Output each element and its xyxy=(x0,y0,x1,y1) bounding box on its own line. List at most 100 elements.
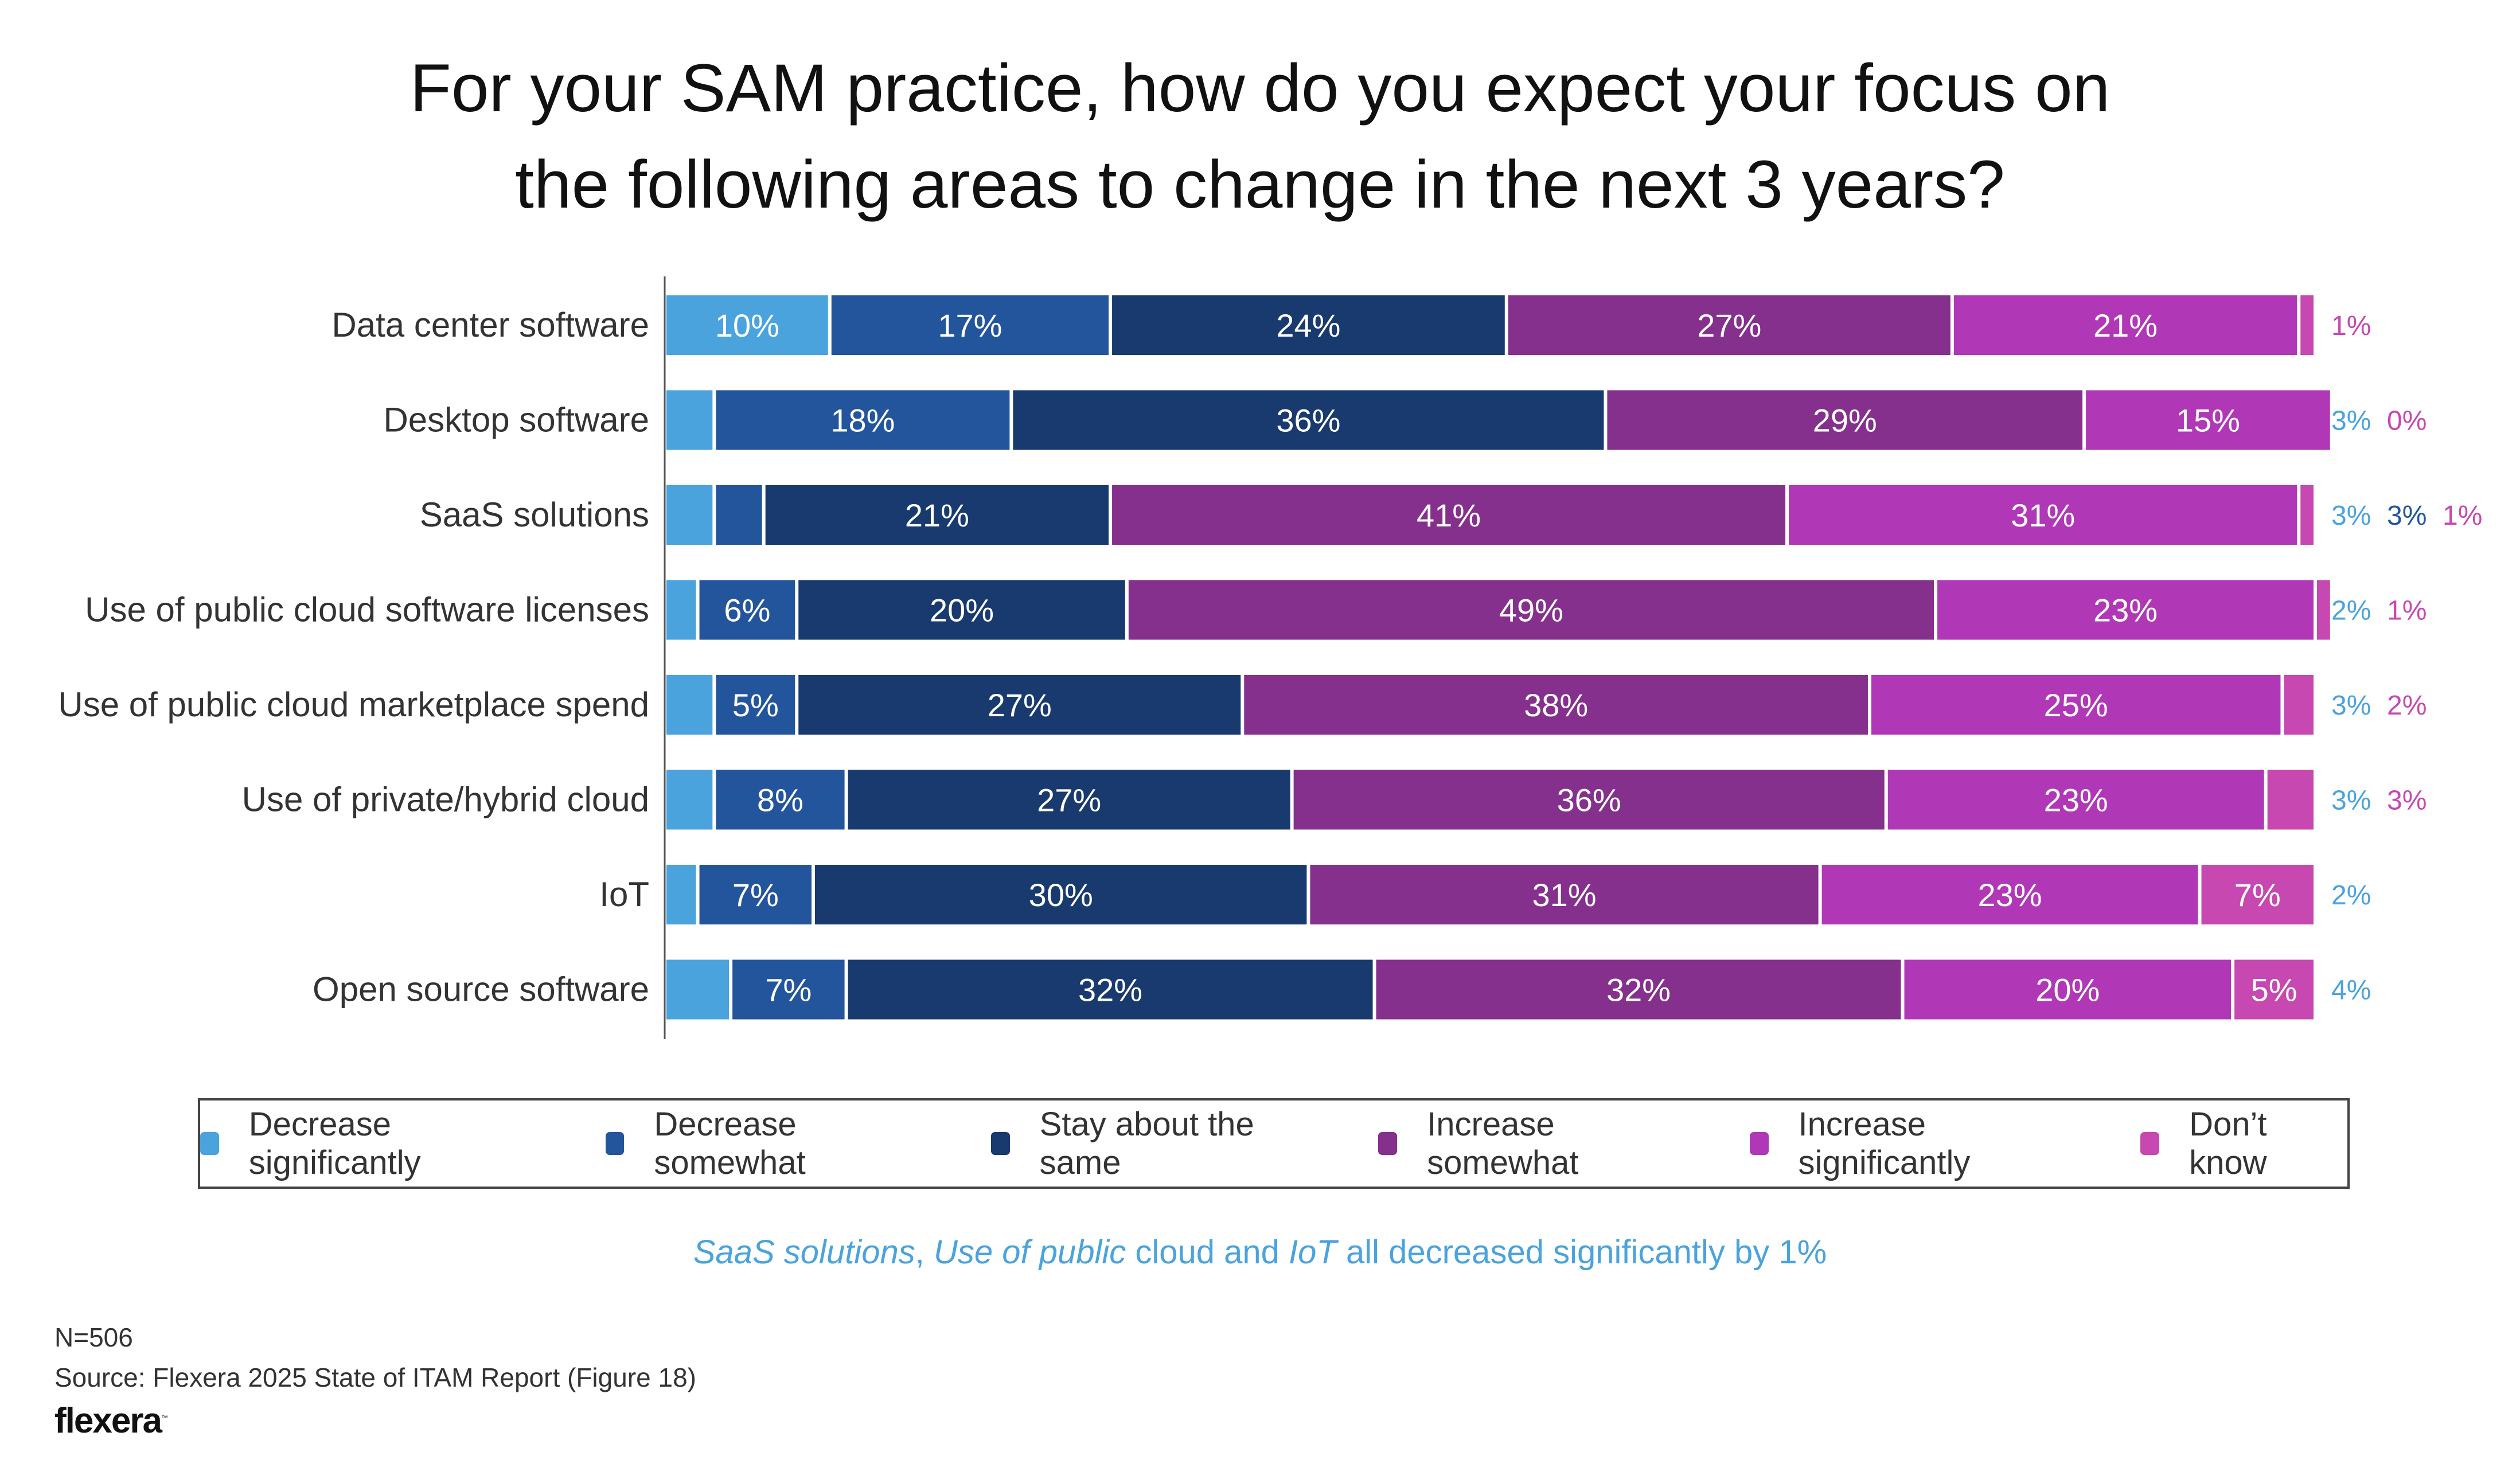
legend-swatch xyxy=(200,1132,219,1155)
bar-segment xyxy=(815,865,1307,924)
bar-segment xyxy=(2267,770,2314,830)
bar-value-label: 20% xyxy=(2035,972,2100,1008)
outside-value-label: 2% xyxy=(2331,596,2371,626)
bar-segment xyxy=(2300,485,2314,545)
bar-value-label: 38% xyxy=(1524,687,1588,723)
bar-segment xyxy=(666,485,713,545)
stacked-bar-chart: Data center software 10% 17% 24% 27% 21% 1% Des… xyxy=(58,276,2482,1039)
bar-segment xyxy=(831,295,1109,355)
bar-segment xyxy=(2284,675,2314,735)
bar-value-label: 36% xyxy=(1276,403,1340,439)
legend-item: Increase somewhat xyxy=(1378,1105,1704,1182)
bar-value-label: 49% xyxy=(1499,592,1563,629)
bar-value-label: 20% xyxy=(930,592,994,629)
note-iot: IoT xyxy=(1289,1234,1337,1271)
bar-segment xyxy=(666,865,696,924)
note-public: Use of public xyxy=(933,1234,1126,1271)
logo-text: flexera xyxy=(54,1401,162,1441)
bar-segment xyxy=(716,675,795,735)
bar-value-label: 32% xyxy=(1606,972,1671,1008)
bar-value-label: 36% xyxy=(1557,782,1621,818)
legend-label: Decrease significantly xyxy=(248,1106,421,1181)
bar-segment xyxy=(666,580,696,640)
legend-swatch xyxy=(990,1132,1010,1155)
bar-segment xyxy=(1128,580,1934,640)
bar-segment xyxy=(1871,675,2281,735)
bar-value-label: 7% xyxy=(2234,877,2281,913)
category-label: Desktop software xyxy=(383,401,649,439)
bar-segment xyxy=(2317,580,2330,640)
bar-segment xyxy=(699,580,795,640)
bar-segment xyxy=(732,959,845,1020)
bar-value-label: 5% xyxy=(732,687,779,723)
bar-segment xyxy=(666,770,713,830)
bar-segment xyxy=(2234,959,2314,1020)
bar-value-label: 32% xyxy=(1078,972,1142,1008)
chart-title-line-2: the following areas to change in the nex… xyxy=(515,147,2005,223)
legend-label: Don’t know xyxy=(2189,1106,2267,1181)
legend-item: Decrease somewhat xyxy=(605,1105,946,1182)
bar-segment xyxy=(1376,959,1901,1020)
outside-value-label: 3% xyxy=(2331,690,2371,721)
category-label: Use of public cloud marketplace spend xyxy=(58,685,649,724)
bar-value-label: 25% xyxy=(2044,687,2108,723)
bar-segment xyxy=(1887,770,2264,830)
source-note: Source: Flexera 2025 State of ITAM Repor… xyxy=(54,1363,696,1392)
bar-segment xyxy=(666,959,730,1020)
bar-value-label: 23% xyxy=(2093,592,2158,629)
category-label: SaaS solutions xyxy=(420,495,649,534)
bar-value-label: 29% xyxy=(1813,403,1877,439)
note-end: all decreased significantly by 1% xyxy=(1336,1234,1827,1271)
bar-segment xyxy=(1013,390,1604,450)
category-label: Use of private/hybrid cloud xyxy=(242,780,649,819)
chart-title: For your SAM practice, how do you expect… xyxy=(0,40,2520,233)
bar-value-label: 7% xyxy=(765,972,812,1008)
legend-item: Don’t know xyxy=(2140,1105,2347,1182)
bar-value-label: 6% xyxy=(724,592,770,629)
bar-segment xyxy=(2086,390,2330,450)
bar-segment xyxy=(1310,865,1819,924)
bar-segment xyxy=(765,485,1109,545)
bar-value-label: 30% xyxy=(1029,877,1093,913)
legend: Decrease significantly Decrease somewhat S… xyxy=(198,1098,2350,1189)
outside-value-label: 0% xyxy=(2387,406,2427,436)
outside-value-label: 2% xyxy=(2331,880,2371,911)
legend-swatch xyxy=(1749,1132,1769,1155)
bar-segment xyxy=(716,390,1010,450)
legend-label: Stay about the same xyxy=(1039,1106,1254,1181)
legend-item: Increase significantly xyxy=(1749,1105,2096,1182)
bar-value-label: 31% xyxy=(2011,497,2075,533)
legend-label: Decrease somewhat xyxy=(654,1106,806,1181)
bar-segment xyxy=(2201,865,2314,924)
bar-segment xyxy=(699,865,812,924)
outside-value-label: 1% xyxy=(2331,311,2371,341)
outside-value-label: 3% xyxy=(2387,501,2427,531)
bar-value-label: 41% xyxy=(1417,497,1481,533)
bar-segment xyxy=(666,390,713,450)
legend-swatch xyxy=(605,1132,625,1155)
outside-value-label: 4% xyxy=(2331,975,2371,1006)
bar-segment xyxy=(1789,485,2297,545)
bar-value-label: 17% xyxy=(938,307,1002,344)
bar-value-label: 23% xyxy=(1978,877,2042,913)
outside-value-label: 3% xyxy=(2331,786,2371,816)
outside-value-label: 3% xyxy=(2331,501,2371,531)
bar-value-label: 27% xyxy=(988,687,1052,723)
chart-note: SaaS solutions, Use of public cloud and … xyxy=(0,1233,2520,1271)
bar-value-label: 31% xyxy=(1532,877,1596,913)
bar-segment xyxy=(1821,865,2198,924)
legend-item: Stay about the same xyxy=(990,1105,1334,1182)
category-label: Use of public cloud software licenses xyxy=(85,591,649,629)
category-label: IoT xyxy=(599,875,649,914)
bar-segment xyxy=(716,770,845,830)
bar-segment xyxy=(1508,295,1951,355)
bar-segment xyxy=(1112,295,1505,355)
legend-label: Increase somewhat xyxy=(1427,1106,1579,1181)
bar-value-label: 27% xyxy=(1697,307,1761,344)
bar-segment xyxy=(1607,390,2083,450)
note-mid: cloud and xyxy=(1126,1234,1289,1271)
bar-value-label: 15% xyxy=(2176,403,2240,439)
bar-value-label: 27% xyxy=(1037,782,1101,818)
bar-segment xyxy=(848,959,1373,1020)
bar-segment xyxy=(1953,295,2297,355)
